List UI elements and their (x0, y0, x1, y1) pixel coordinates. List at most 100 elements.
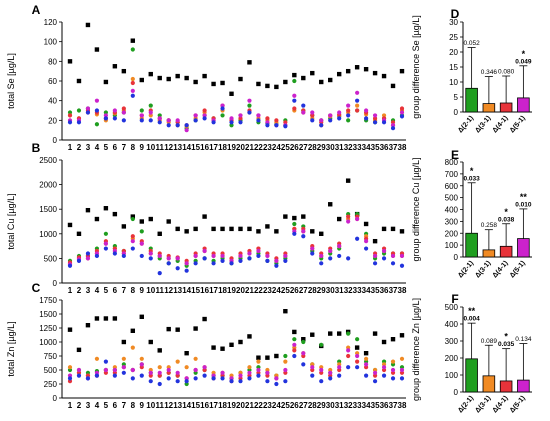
data-point-A (292, 106, 297, 111)
data-point-A (76, 78, 82, 84)
data-point-C (256, 373, 261, 378)
y-tick-label-B: 500 (44, 254, 58, 263)
data-point-C (328, 331, 333, 336)
data-point-C (319, 367, 324, 373)
data-point-C (76, 347, 82, 353)
data-point-C (121, 370, 126, 375)
data-point-B (310, 246, 315, 251)
data-point-C (337, 365, 342, 370)
data-point-C (265, 379, 270, 384)
significance-star-F: * (504, 332, 508, 342)
data-point-C (355, 353, 360, 359)
data-point-A (292, 98, 297, 103)
data-point-A (238, 120, 243, 125)
x-tick-label-C: 29 (317, 401, 326, 410)
data-point-A (130, 80, 135, 86)
significance-star-F: ** (468, 306, 476, 316)
data-point-C (381, 373, 387, 378)
data-point-A (346, 118, 351, 123)
data-point-A (390, 120, 396, 125)
data-point-A (67, 113, 73, 118)
y-tick-label-B: 2500 (39, 156, 57, 165)
data-point-C (112, 316, 118, 321)
data-point-A (139, 113, 144, 118)
data-point-C (157, 370, 162, 375)
data-point-B (337, 244, 342, 249)
y-tick-label-E: 500 (445, 194, 459, 203)
data-point-B (220, 258, 225, 263)
y-tick-label-C: 0 (53, 394, 58, 403)
data-point-B (202, 214, 207, 219)
data-point-A (328, 118, 333, 123)
data-point-A (399, 110, 405, 115)
data-point-C (67, 365, 73, 370)
data-point-B (130, 239, 135, 244)
data-point-B (310, 229, 315, 234)
data-point-A (345, 68, 351, 74)
y-tick-label-E: 700 (445, 170, 459, 179)
x-tick-label-B: 32 (344, 286, 353, 295)
data-point-A (229, 116, 234, 121)
x-tick-label-C: 38 (398, 401, 407, 410)
data-point-C (310, 332, 315, 337)
x-tick-label-A: 32 (344, 143, 353, 152)
data-point-C (157, 381, 162, 387)
data-point-A (399, 106, 405, 111)
data-point-C (130, 376, 135, 381)
panel-letter-B: B (32, 141, 41, 155)
x-tick-label-B: 30 (326, 286, 335, 295)
x-tick-label-B: 29 (317, 286, 326, 295)
data-point-A (184, 128, 189, 133)
x-tick-label-B: 3 (86, 286, 91, 295)
x-tick-label-B: 22 (254, 286, 263, 295)
data-point-B (166, 256, 171, 261)
x-tick-label-A: 4 (95, 143, 100, 152)
data-point-A (381, 120, 387, 125)
data-point-A (175, 123, 180, 128)
data-point-A (346, 103, 351, 108)
x-tick-label-C: 20 (236, 401, 245, 410)
data-point-B (247, 256, 252, 261)
x-tick-label-B: 16 (200, 286, 209, 295)
y-tick-label-C: 1000 (39, 338, 57, 347)
data-point-A (247, 103, 252, 108)
data-point-B (399, 263, 405, 268)
y-tick-label-D: 5 (454, 93, 459, 102)
data-point-A (148, 113, 153, 118)
data-point-A (130, 93, 135, 98)
y-tick-label-F: 500 (445, 303, 459, 312)
data-point-C (292, 353, 297, 359)
panel-letter-F: F (451, 292, 458, 306)
data-point-A (283, 124, 288, 129)
data-point-C (292, 329, 297, 335)
data-point-C (363, 351, 369, 356)
p-value-label-D: 0.052 (463, 40, 480, 47)
data-point-A (139, 77, 144, 83)
y-tick-label-E: 800 (445, 158, 459, 167)
x-tick-label-B: 15 (191, 286, 200, 295)
data-point-A (229, 120, 234, 125)
data-point-B (94, 253, 100, 259)
data-point-A (256, 113, 261, 118)
data-point-C (202, 316, 207, 322)
data-point-A (76, 120, 82, 125)
data-point-A (301, 75, 306, 81)
x-tick-label-B: 19 (227, 286, 236, 295)
data-point-B (364, 239, 369, 244)
y-axis-label-C: total Zn [µg/L] (6, 321, 16, 376)
data-point-A (310, 70, 315, 76)
data-point-C (148, 339, 153, 345)
y-tick-label-A: 120 (44, 18, 58, 27)
data-point-C (364, 362, 369, 367)
data-point-B (148, 256, 153, 261)
y-tick-label-C: 500 (44, 366, 58, 375)
data-point-A (310, 110, 315, 115)
x-tick-label-A: 22 (254, 143, 263, 152)
data-point-C (94, 373, 100, 378)
data-point-C (247, 370, 252, 375)
data-point-B (184, 268, 189, 273)
data-point-B (310, 251, 315, 256)
y-axis-label-A: total Se [µg/L] (6, 53, 16, 109)
data-point-A (67, 120, 73, 125)
data-point-A (390, 126, 396, 131)
